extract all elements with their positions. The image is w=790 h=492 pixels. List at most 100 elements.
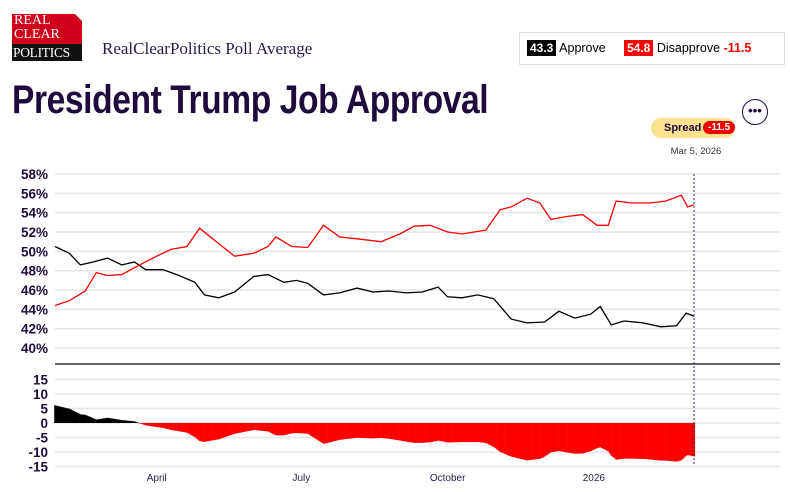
rcp-logo[interactable]: REAL CLEAR POLITICS bbox=[12, 14, 82, 61]
spread-bar bbox=[686, 423, 689, 456]
spread-bar bbox=[281, 423, 284, 436]
spread-bar bbox=[167, 423, 169, 430]
spread-bar bbox=[553, 423, 556, 452]
spread-bar bbox=[143, 423, 146, 425]
spread-bar bbox=[532, 423, 535, 460]
spread-bar bbox=[208, 423, 211, 441]
spread-bar bbox=[95, 419, 98, 423]
spread-bar bbox=[54, 405, 57, 423]
spread-bar bbox=[683, 423, 686, 458]
spread-bar bbox=[93, 418, 96, 423]
spread-bar bbox=[182, 423, 185, 433]
spread-bar bbox=[473, 423, 476, 443]
spread-bar bbox=[500, 423, 503, 453]
spread-bar bbox=[589, 423, 592, 452]
spread-bar bbox=[634, 423, 637, 459]
spread-bar bbox=[122, 420, 125, 423]
spread-bar bbox=[324, 423, 327, 444]
spread-bar bbox=[322, 423, 325, 444]
spread-bar bbox=[534, 423, 537, 460]
spread-bar bbox=[249, 423, 252, 431]
spread-bar bbox=[486, 423, 489, 444]
spread-bar bbox=[488, 423, 491, 445]
spread-bar bbox=[130, 421, 133, 423]
spread-bar bbox=[518, 423, 521, 459]
spread-bar bbox=[257, 423, 260, 431]
spread-bar bbox=[154, 423, 157, 427]
spread-bar bbox=[659, 423, 662, 461]
spread-bar bbox=[459, 423, 462, 443]
spread-bar bbox=[319, 423, 322, 442]
spread-bar bbox=[384, 423, 387, 439]
spread-bar bbox=[181, 423, 184, 432]
spread-bar bbox=[585, 423, 588, 453]
more-options-button[interactable]: ••• bbox=[742, 99, 768, 125]
spread-bar bbox=[206, 423, 209, 442]
spread-bar bbox=[225, 423, 228, 437]
spread-bar bbox=[175, 423, 177, 431]
approve-label: Approve bbox=[559, 41, 606, 55]
spread-bar bbox=[151, 423, 154, 427]
spread-bar bbox=[440, 423, 443, 442]
spread-bar bbox=[326, 423, 328, 444]
spread-bar bbox=[450, 423, 452, 443]
spread-bar bbox=[643, 423, 646, 460]
spread-bar bbox=[586, 423, 589, 453]
spread-tick-label: 10 bbox=[33, 387, 48, 402]
spread-bar bbox=[354, 423, 357, 438]
spread-bar bbox=[373, 423, 376, 439]
spread-bar bbox=[345, 423, 347, 440]
spread-bar bbox=[391, 423, 394, 440]
spread-bar bbox=[680, 423, 683, 461]
spread-bar bbox=[678, 423, 681, 461]
spread-bar bbox=[400, 423, 403, 441]
spread-bar bbox=[539, 423, 541, 459]
spread-bar bbox=[397, 423, 400, 441]
spread-bar bbox=[318, 423, 320, 441]
spread-bar bbox=[516, 423, 519, 459]
spread-bar bbox=[656, 423, 659, 461]
legend-disapprove: 54.8 Disapprove -11.5 bbox=[624, 40, 751, 56]
spread-bar bbox=[82, 414, 85, 423]
spread-bar bbox=[292, 423, 295, 434]
spread-bar bbox=[672, 423, 675, 462]
spread-bar bbox=[669, 423, 672, 462]
spread-bar bbox=[370, 423, 373, 439]
logo-line-2: CLEAR bbox=[14, 27, 60, 42]
spread-bar bbox=[203, 423, 206, 442]
spread-bar bbox=[543, 423, 546, 457]
spread-bar bbox=[184, 423, 187, 433]
spread-bar bbox=[200, 423, 203, 442]
spread-bar bbox=[572, 423, 575, 454]
spread-bar bbox=[84, 414, 87, 423]
spread-bar bbox=[597, 423, 600, 448]
approval-chart[interactable]: 58%56%54%52%50%48%46%44%42%40%151050-5-1… bbox=[0, 160, 790, 492]
spread-bar bbox=[655, 423, 657, 461]
spread-bar bbox=[155, 423, 158, 428]
spread-bar bbox=[279, 423, 282, 436]
spread-bar bbox=[132, 421, 134, 423]
spread-bar bbox=[224, 423, 227, 438]
x-tick-label: July bbox=[292, 473, 310, 484]
spread-bar bbox=[314, 423, 317, 439]
spread-bar bbox=[411, 423, 414, 443]
spread-bar bbox=[453, 423, 456, 443]
spread-bar bbox=[612, 423, 615, 458]
spread-bar bbox=[577, 423, 580, 454]
spread-bar bbox=[554, 423, 557, 452]
spread-bar bbox=[71, 410, 74, 423]
spread-bar bbox=[120, 420, 123, 423]
y-tick-label: 46% bbox=[21, 283, 48, 298]
spread-bar bbox=[690, 423, 692, 456]
spread-bar bbox=[484, 423, 487, 444]
spread-bar bbox=[89, 416, 92, 423]
disapprove-line bbox=[54, 194, 695, 307]
spread-bar bbox=[437, 423, 440, 441]
spread-bar bbox=[295, 423, 298, 434]
spread-bar bbox=[195, 423, 198, 439]
spread-bar bbox=[305, 423, 308, 434]
spread-bar bbox=[616, 423, 619, 460]
spread-bar bbox=[535, 423, 538, 460]
spread-bar bbox=[626, 423, 629, 459]
spread-bar bbox=[402, 423, 405, 442]
